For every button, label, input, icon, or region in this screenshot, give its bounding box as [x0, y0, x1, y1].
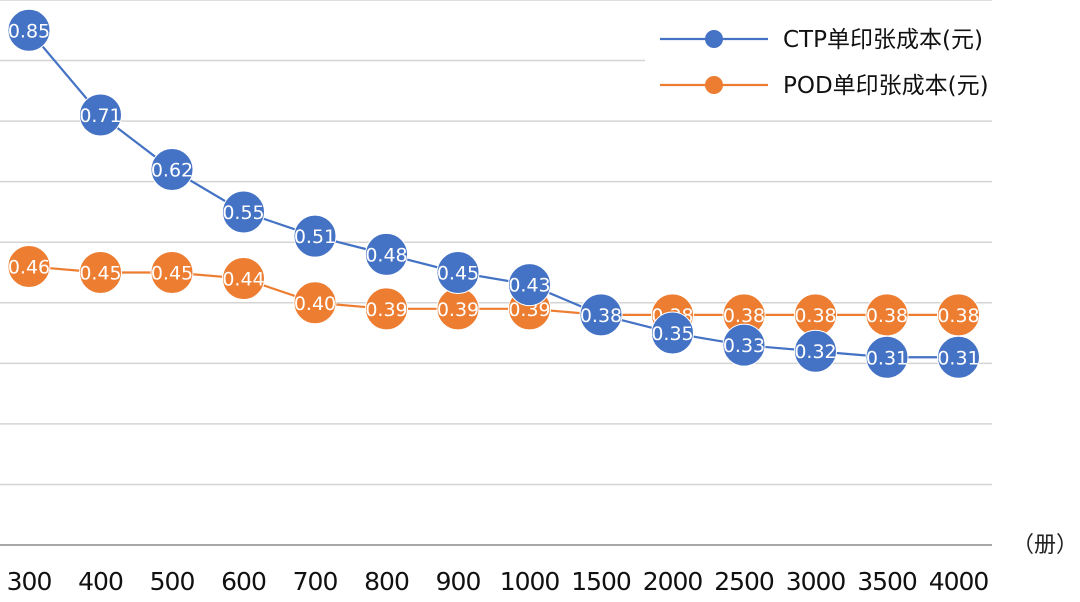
series-group: 0.46 0.45 0.45 0.44 0.40 0.39 0.39 0.39 0.38 0.38…: [7, 244, 980, 337]
data-point: [365, 232, 408, 276]
data-label: 0.31: [866, 347, 908, 369]
data-label: 0.45: [151, 263, 193, 285]
data-label: 0.31: [937, 347, 979, 369]
x-tick-label: 500: [150, 567, 195, 596]
legend: CTP单印张成本(元) POD单印张成本(元): [660, 27, 989, 99]
data-point: [150, 148, 194, 192]
data-point: [7, 8, 51, 52]
x-tick-label: 1000: [500, 567, 560, 596]
data-label: 0.62: [151, 160, 193, 182]
x-unit-label: （册）: [1012, 533, 1078, 558]
legend-marker: [705, 76, 723, 94]
data-label: 0.35: [651, 323, 693, 345]
data-point: [79, 251, 122, 294]
data-label: 0.33: [723, 335, 765, 357]
data-point: [794, 329, 837, 373]
x-tick-label: 800: [364, 567, 409, 596]
x-tick-label: 3500: [857, 567, 917, 596]
data-label: 0.38: [794, 305, 836, 327]
legend-label: CTP单印张成本(元): [783, 27, 983, 53]
data-point: [865, 335, 909, 379]
data-label: 0.55: [222, 202, 264, 224]
data-point: [7, 244, 51, 288]
data-point: [508, 263, 551, 307]
data-point: [222, 257, 265, 301]
x-tick-label: 1500: [571, 567, 631, 596]
data-label: 0.48: [365, 244, 407, 266]
data-point: [293, 214, 337, 258]
data-label: 0.85: [8, 20, 50, 42]
series-group: 0.85 0.71 0.62 0.55 0.51 0.48 0.45 0.43 0.38 0.35…: [7, 8, 980, 379]
x-axis: 300 400 500 600 700 800 900 1000 1500 2000 2500 300…: [7, 567, 990, 596]
data-label: 0.40: [294, 293, 336, 315]
data-label: 0.38: [937, 305, 979, 327]
data-label: 0.51: [294, 226, 336, 248]
data-label: 0.38: [866, 305, 908, 327]
data-point: [722, 323, 766, 367]
data-label: 0.39: [437, 299, 479, 321]
data-point: [79, 93, 122, 137]
data-label: 0.44: [222, 269, 264, 291]
data-point: [579, 293, 623, 337]
data-label: 0.43: [508, 275, 550, 297]
x-tick-label: 3000: [786, 567, 846, 596]
x-tick-label: 4000: [929, 567, 989, 596]
legend-background: [645, 12, 1025, 108]
data-point: [651, 311, 694, 355]
data-point: [365, 287, 408, 331]
x-tick-label: 300: [7, 567, 52, 596]
data-point: [293, 281, 337, 325]
data-label: 0.39: [365, 299, 407, 321]
data-point: [436, 251, 480, 294]
x-tick-label: 2000: [643, 567, 703, 596]
legend-label: POD单印张成本(元): [783, 73, 989, 99]
data-label: 0.38: [580, 305, 622, 327]
data-label: 0.38: [723, 305, 765, 327]
x-tick-label: 2500: [714, 567, 774, 596]
x-tick-label: 700: [293, 567, 338, 596]
series-layer: 0.46 0.45 0.45 0.44 0.40 0.39 0.39 0.39 0.38 0.38…: [7, 8, 980, 379]
data-label: 0.45: [79, 263, 121, 285]
legend-marker: [705, 30, 723, 48]
x-tick-label: 900: [436, 567, 481, 596]
data-point: [937, 335, 980, 379]
data-point: [150, 251, 194, 294]
data-label: 0.32: [794, 341, 836, 363]
data-label: 0.39: [508, 299, 550, 321]
data-label: 0.71: [79, 105, 121, 127]
x-tick-label: 600: [221, 567, 266, 596]
data-point: [222, 190, 265, 234]
data-label: 0.45: [437, 263, 479, 285]
data-label: 0.46: [8, 256, 50, 278]
x-tick-label: 400: [78, 567, 123, 596]
